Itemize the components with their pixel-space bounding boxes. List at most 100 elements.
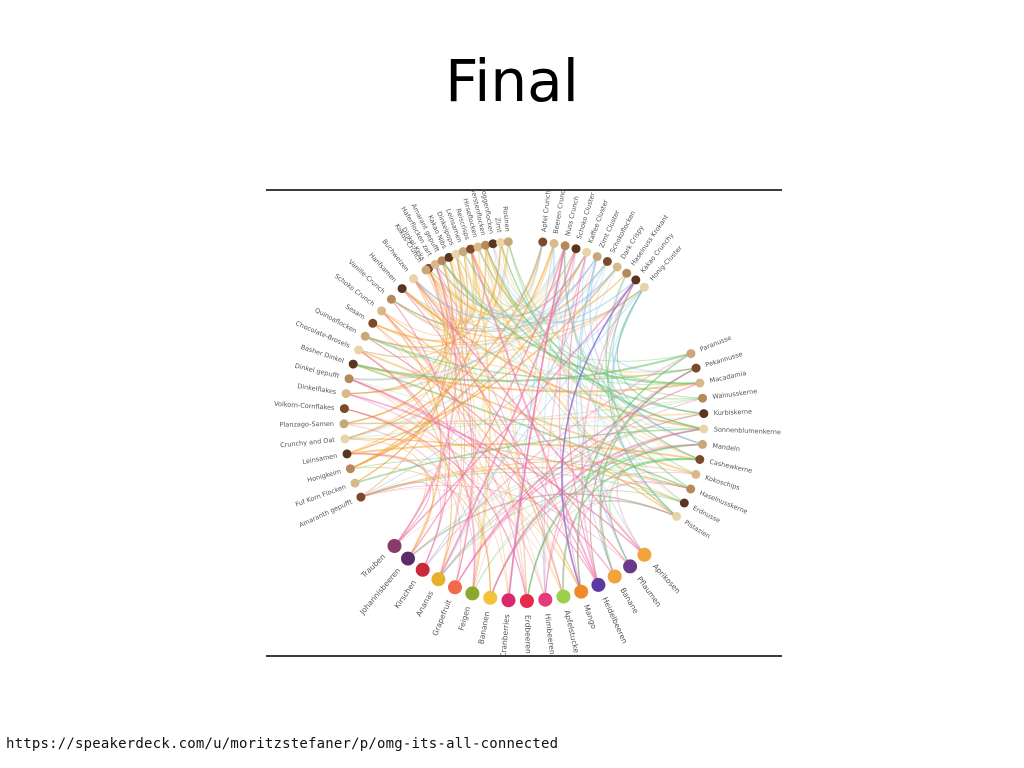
ingredient-label: Feigen [457, 605, 473, 632]
chord-link [391, 256, 598, 331]
ingredient-node[interactable] [501, 593, 516, 608]
ingredient-node[interactable] [430, 259, 440, 269]
ingredient-node[interactable] [483, 590, 498, 605]
chord-link [422, 286, 645, 571]
ingredient-node[interactable] [458, 247, 468, 257]
ingredient-node[interactable] [354, 345, 364, 355]
chord-link [454, 382, 701, 588]
ingredient-node[interactable] [699, 409, 709, 419]
ingredient-node[interactable] [345, 464, 355, 474]
ingredient-node[interactable] [602, 257, 612, 266]
ingredient-node[interactable] [591, 577, 606, 592]
ingredient-node[interactable] [695, 455, 705, 464]
ingredient-node[interactable] [672, 511, 682, 521]
ingredient-node[interactable] [699, 424, 709, 434]
ingredient-node[interactable] [686, 349, 696, 359]
chord-link [484, 244, 704, 430]
ingredient-node[interactable] [622, 268, 632, 278]
chord-link [343, 423, 462, 588]
ingredient-node[interactable] [623, 559, 638, 574]
ingredient-node[interactable] [421, 265, 431, 275]
ingredient-node[interactable] [686, 484, 696, 494]
ingredient-node[interactable] [368, 318, 378, 328]
ingredient-node[interactable] [409, 274, 419, 284]
ingredient-node[interactable] [386, 294, 396, 304]
ingredient-node[interactable] [488, 239, 498, 249]
ingredient-node[interactable] [387, 539, 402, 553]
chord-link [372, 322, 582, 592]
chord-link [360, 481, 431, 547]
ingredient-node[interactable] [473, 242, 483, 252]
ingredient-node[interactable] [466, 244, 476, 254]
ingredient-node[interactable] [556, 589, 571, 604]
ingredient-node[interactable] [571, 244, 581, 254]
ingredient-node[interactable] [339, 404, 349, 414]
ingredient-node[interactable] [437, 256, 447, 266]
chord-link [507, 241, 703, 399]
chord-link [434, 264, 618, 321]
ingredient-node[interactable] [431, 572, 446, 587]
ingredient-node[interactable] [503, 237, 513, 247]
ingredient-label: Sesam [344, 303, 367, 322]
ingredient-node[interactable] [639, 282, 649, 292]
ingredient-node[interactable] [582, 247, 592, 257]
ingredient-node[interactable] [574, 584, 589, 599]
ingredient-label: Basher Dinkel [300, 343, 345, 365]
ingredient-node[interactable] [444, 252, 454, 262]
chord-link [558, 248, 582, 592]
ingredient-node[interactable] [356, 492, 366, 502]
highlighted-chord-link [561, 279, 637, 592]
source-url[interactable]: https://speakerdeck.com/u/moritzstefaner… [6, 736, 559, 752]
ingredient-node[interactable] [451, 249, 461, 259]
ingredient-node[interactable] [465, 586, 480, 601]
ingredient-node[interactable] [631, 275, 641, 285]
ingredient-label: Banane [618, 586, 640, 615]
ingredient-node[interactable] [377, 306, 387, 316]
chord-link [599, 367, 697, 577]
ingredient-node[interactable] [348, 359, 358, 369]
ingredient-node[interactable] [691, 363, 701, 373]
chord-link [394, 266, 618, 547]
chord-link [577, 482, 691, 592]
ingredient-node[interactable] [560, 241, 570, 251]
ingredient-label: Mango [582, 603, 599, 630]
ingredient-node[interactable] [538, 592, 553, 607]
chord-link [350, 456, 691, 490]
ingredient-node[interactable] [679, 498, 689, 508]
chord-link [428, 268, 628, 324]
chord-link [489, 428, 704, 599]
ingredient-node[interactable] [448, 580, 462, 595]
ingredient-node[interactable] [360, 331, 370, 341]
ingredient-label: Walnusskerne [712, 387, 758, 401]
ingredient-node[interactable] [538, 237, 548, 247]
ingredient-node[interactable] [607, 569, 622, 584]
chord-link [610, 286, 678, 518]
ingredient-node[interactable] [339, 419, 349, 429]
ingredient-node[interactable] [415, 562, 430, 577]
chord-link [348, 378, 565, 597]
chord-link [562, 500, 677, 597]
ingredient-node[interactable] [519, 594, 534, 608]
ingredient-node[interactable] [341, 389, 351, 399]
ingredient-label: Heidelbeeren [600, 596, 629, 646]
ingredient-node[interactable] [401, 551, 415, 566]
ingredient-node[interactable] [496, 238, 506, 247]
ingredient-node[interactable] [350, 478, 360, 488]
ingredient-node[interactable] [397, 284, 407, 294]
ingredient-node[interactable] [340, 434, 350, 444]
ingredient-node[interactable] [698, 393, 708, 403]
ingredient-node[interactable] [592, 252, 602, 262]
ingredient-node[interactable] [344, 374, 354, 384]
ingredient-node[interactable] [691, 469, 701, 479]
ingredient-node[interactable] [342, 449, 352, 459]
ingredient-label: Apfelstucke [563, 609, 581, 654]
chord-link [407, 245, 566, 560]
ingredient-node[interactable] [612, 262, 622, 272]
ingredient-node[interactable] [481, 240, 490, 250]
ingredient-node[interactable] [637, 547, 652, 562]
ingredient-node[interactable] [695, 378, 705, 388]
ingredient-label: Leinsamen [302, 452, 338, 466]
chord-link [381, 310, 528, 602]
ingredient-node[interactable] [698, 439, 707, 449]
ingredient-node[interactable] [549, 239, 559, 248]
